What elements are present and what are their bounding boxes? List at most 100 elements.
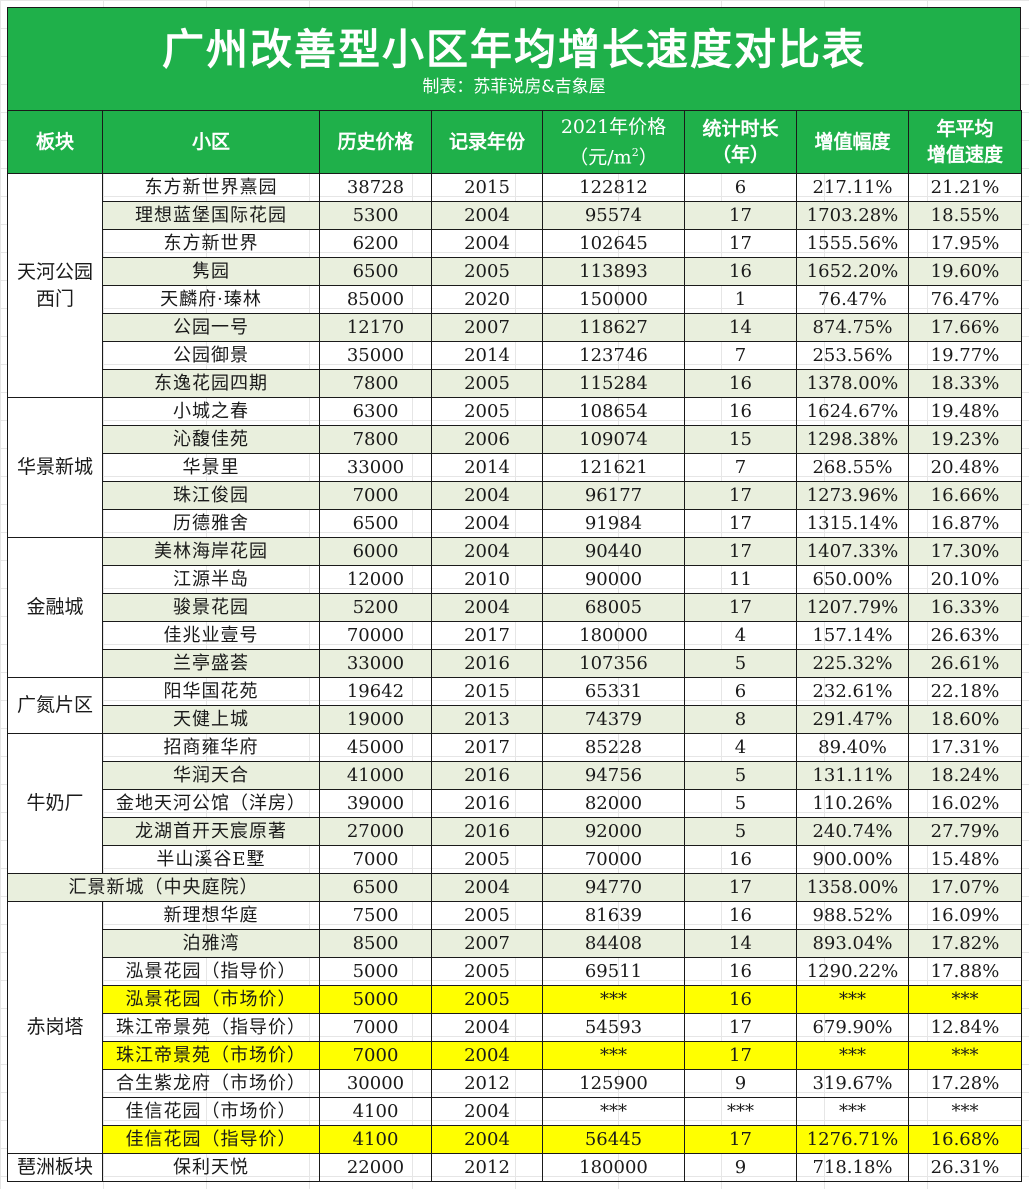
community-name-cell[interactable]: 美林海岸花园 — [102, 537, 320, 566]
annual-growth-cell[interactable]: 17.95% — [908, 229, 1022, 258]
price-2021-cell[interactable]: 74379 — [542, 705, 685, 734]
district-cell[interactable]: 赤岗塔 — [7, 901, 103, 1154]
price-2021-cell[interactable]: 84408 — [542, 929, 685, 958]
annual-growth-cell[interactable]: *** — [908, 985, 1022, 1014]
community-name-cell[interactable]: 阳华国花苑 — [102, 677, 320, 706]
community-name-cell[interactable]: 东方新世界 — [102, 229, 320, 258]
growth-cell[interactable]: 1298.38% — [796, 425, 909, 454]
community-name-cell[interactable]: 骏景花园 — [102, 593, 320, 622]
growth-cell[interactable]: 1207.79% — [796, 593, 909, 622]
price-2021-cell[interactable]: 102645 — [542, 229, 685, 258]
community-name-cell[interactable]: 龙湖首开天宸原著 — [102, 817, 320, 846]
price-2021-cell[interactable]: 82000 — [542, 789, 685, 818]
hist-price-cell[interactable]: 12000 — [319, 565, 432, 594]
growth-cell[interactable]: 1315.14% — [796, 509, 909, 538]
duration-cell[interactable]: 5 — [684, 789, 797, 818]
annual-growth-cell[interactable]: 26.63% — [908, 621, 1022, 650]
annual-growth-cell[interactable]: 26.31% — [908, 1153, 1022, 1182]
hist-price-cell[interactable]: 6500 — [319, 873, 432, 902]
growth-cell[interactable]: 240.74% — [796, 817, 909, 846]
growth-cell[interactable]: 679.90% — [796, 1013, 909, 1042]
hist-price-cell[interactable]: 85000 — [319, 285, 432, 314]
price-2021-cell[interactable]: 94756 — [542, 761, 685, 790]
growth-cell[interactable]: 1358.00% — [796, 873, 909, 902]
growth-cell[interactable]: *** — [796, 1041, 909, 1070]
community-name-cell[interactable]: 泓景花园（市场价） — [102, 985, 320, 1014]
record-year-cell[interactable]: 2020 — [431, 285, 543, 314]
growth-cell[interactable]: *** — [796, 985, 909, 1014]
community-name-cell[interactable]: 佳信花园（指导价） — [102, 1125, 320, 1154]
price-2021-cell[interactable]: 56445 — [542, 1125, 685, 1154]
duration-cell[interactable]: 14 — [684, 929, 797, 958]
col-header-record-year[interactable]: 记录年份 — [431, 110, 543, 174]
hist-price-cell[interactable]: 7000 — [319, 1041, 432, 1070]
record-year-cell[interactable]: 2004 — [431, 873, 543, 902]
record-year-cell[interactable]: 2012 — [431, 1069, 543, 1098]
annual-growth-cell[interactable]: *** — [908, 1041, 1022, 1070]
community-name-cell[interactable]: 珠江俊园 — [102, 481, 320, 510]
price-2021-cell[interactable]: 70000 — [542, 845, 685, 874]
annual-growth-cell[interactable]: 20.48% — [908, 453, 1022, 482]
community-name-cell[interactable]: 泓景花园（指导价） — [102, 957, 320, 986]
growth-cell[interactable]: 1555.56% — [796, 229, 909, 258]
record-year-cell[interactable]: 2004 — [431, 201, 543, 230]
hist-price-cell[interactable]: 6200 — [319, 229, 432, 258]
price-2021-cell[interactable]: 69511 — [542, 957, 685, 986]
hist-price-cell[interactable]: 8500 — [319, 929, 432, 958]
community-name-cell[interactable]: 江源半岛 — [102, 565, 320, 594]
duration-cell[interactable]: 1 — [684, 285, 797, 314]
annual-growth-cell[interactable]: 16.87% — [908, 509, 1022, 538]
duration-cell[interactable]: 11 — [684, 565, 797, 594]
record-year-cell[interactable]: 2016 — [431, 649, 543, 678]
record-year-cell[interactable]: 2015 — [431, 677, 543, 706]
price-2021-cell[interactable]: 65331 — [542, 677, 685, 706]
price-2021-cell[interactable]: 85228 — [542, 733, 685, 762]
duration-cell[interactable]: 7 — [684, 341, 797, 370]
duration-cell[interactable]: 16 — [684, 369, 797, 398]
hist-price-cell[interactable]: 33000 — [319, 649, 432, 678]
growth-cell[interactable]: 650.00% — [796, 565, 909, 594]
community-name-cell[interactable]: 佳兆业壹号 — [102, 621, 320, 650]
price-2021-cell[interactable]: 122812 — [542, 173, 685, 202]
col-header-duration[interactable]: 统计时长 （年） — [684, 110, 797, 174]
annual-growth-cell[interactable]: 16.33% — [908, 593, 1022, 622]
community-name-cell[interactable]: 理想蓝堡国际花园 — [102, 201, 320, 230]
annual-growth-cell[interactable]: 18.33% — [908, 369, 1022, 398]
duration-cell[interactable]: 6 — [684, 173, 797, 202]
community-name-cell[interactable]: 招商雍华府 — [102, 733, 320, 762]
growth-cell[interactable]: 89.40% — [796, 733, 909, 762]
annual-growth-cell[interactable]: 17.66% — [908, 313, 1022, 342]
growth-cell[interactable]: 291.47% — [796, 705, 909, 734]
duration-cell[interactable]: 5 — [684, 761, 797, 790]
price-2021-cell[interactable]: 107356 — [542, 649, 685, 678]
growth-cell[interactable]: 1276.71% — [796, 1125, 909, 1154]
community-name-cell[interactable]: 华景里 — [102, 453, 320, 482]
community-name-cell[interactable]: 历德雅舍 — [102, 509, 320, 538]
annual-growth-cell[interactable]: 16.66% — [908, 481, 1022, 510]
record-year-cell[interactable]: 2016 — [431, 761, 543, 790]
duration-cell[interactable]: 6 — [684, 677, 797, 706]
price-2021-cell[interactable]: 125900 — [542, 1069, 685, 1098]
annual-growth-cell[interactable]: 18.60% — [908, 705, 1022, 734]
duration-cell[interactable]: 16 — [684, 901, 797, 930]
annual-growth-cell[interactable]: 15.48% — [908, 845, 1022, 874]
price-2021-cell[interactable]: 95574 — [542, 201, 685, 230]
annual-growth-cell[interactable]: 27.79% — [908, 817, 1022, 846]
annual-growth-cell[interactable]: 17.30% — [908, 537, 1022, 566]
community-name-cell[interactable]: 沁馥佳苑 — [102, 425, 320, 454]
duration-cell[interactable]: 7 — [684, 453, 797, 482]
price-2021-cell[interactable]: 180000 — [542, 621, 685, 650]
col-header-community[interactable]: 小区 — [102, 110, 320, 174]
growth-cell[interactable]: 268.55% — [796, 453, 909, 482]
hist-price-cell[interactable]: 7800 — [319, 369, 432, 398]
record-year-cell[interactable]: 2004 — [431, 229, 543, 258]
duration-cell[interactable]: 17 — [684, 481, 797, 510]
annual-growth-cell[interactable]: 19.77% — [908, 341, 1022, 370]
community-name-cell[interactable]: 佳信花园（市场价） — [102, 1097, 320, 1126]
hist-price-cell[interactable]: 5000 — [319, 985, 432, 1014]
price-2021-cell[interactable]: 115284 — [542, 369, 685, 398]
hist-price-cell[interactable]: 12170 — [319, 313, 432, 342]
hist-price-cell[interactable]: 39000 — [319, 789, 432, 818]
district-cell[interactable]: 天河公园 西门 — [7, 173, 103, 398]
annual-growth-cell[interactable]: *** — [908, 1097, 1022, 1126]
